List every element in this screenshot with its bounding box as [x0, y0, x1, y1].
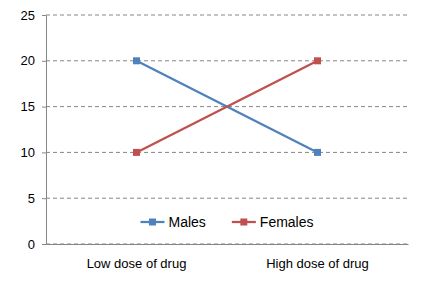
legend: Males Females: [140, 214, 313, 230]
y-tick: 5: [28, 191, 46, 206]
series-marker: [133, 149, 140, 156]
grid-line: [46, 60, 408, 61]
plot-area: 0 5 10 15 20 25 Low dose of drug High dose of d…: [21, 8, 409, 271]
y-tick-label: 15: [21, 99, 35, 114]
legend-item: Females: [232, 214, 314, 230]
series-line: [137, 61, 318, 153]
y-tick-mark: [42, 198, 46, 199]
x-axis: Low dose of drug High dose of drug: [47, 245, 409, 271]
y-tick: 25: [21, 8, 46, 23]
y-tick-mark: [42, 152, 46, 153]
y-tick-label: 5: [28, 191, 35, 206]
y-tick-label: 25: [21, 8, 35, 23]
y-tick-label: 0: [28, 237, 35, 252]
y-tick-mark: [42, 244, 46, 245]
x-tick: High dose of drug: [266, 256, 369, 271]
y-tick: 15: [21, 99, 46, 114]
legend-item: Males: [140, 214, 205, 230]
y-tick-label: 10: [21, 145, 35, 160]
x-tick: Low dose of drug: [87, 256, 187, 271]
grid-line: [46, 152, 408, 153]
y-axis-line: [46, 16, 47, 245]
legend-label: Females: [260, 214, 314, 230]
y-tick: 10: [21, 145, 46, 160]
chart-svg: 0 5 10 15 20 25 Low dose of drug High dose of d…: [0, 0, 427, 291]
grid-line: [46, 15, 408, 16]
grid-line: [46, 198, 408, 199]
series-marker: [314, 149, 321, 156]
grid: [46, 15, 408, 244]
x-tick-label: Low dose of drug: [87, 256, 187, 271]
legend-swatch-marker: [149, 219, 156, 226]
series-line: [137, 61, 318, 153]
series-group: [133, 57, 321, 156]
y-tick: 0: [28, 237, 46, 252]
y-tick-mark: [42, 61, 46, 62]
y-tick-mark: [42, 15, 46, 16]
x-tick-label: High dose of drug: [266, 256, 369, 271]
legend-swatch-marker: [240, 219, 247, 226]
series-marker: [314, 57, 321, 64]
grid-line: [46, 244, 408, 245]
legend-label: Males: [168, 214, 205, 230]
series-marker: [133, 57, 140, 64]
x-axis-line: [47, 244, 409, 245]
y-tick-label: 20: [21, 53, 35, 68]
y-tick-mark: [42, 107, 46, 108]
y-tick: 20: [21, 53, 46, 68]
chart-container: 0 5 10 15 20 25 Low dose of drug High dose of d…: [0, 0, 427, 291]
y-axis: 0 5 10 15 20 25: [21, 8, 47, 252]
